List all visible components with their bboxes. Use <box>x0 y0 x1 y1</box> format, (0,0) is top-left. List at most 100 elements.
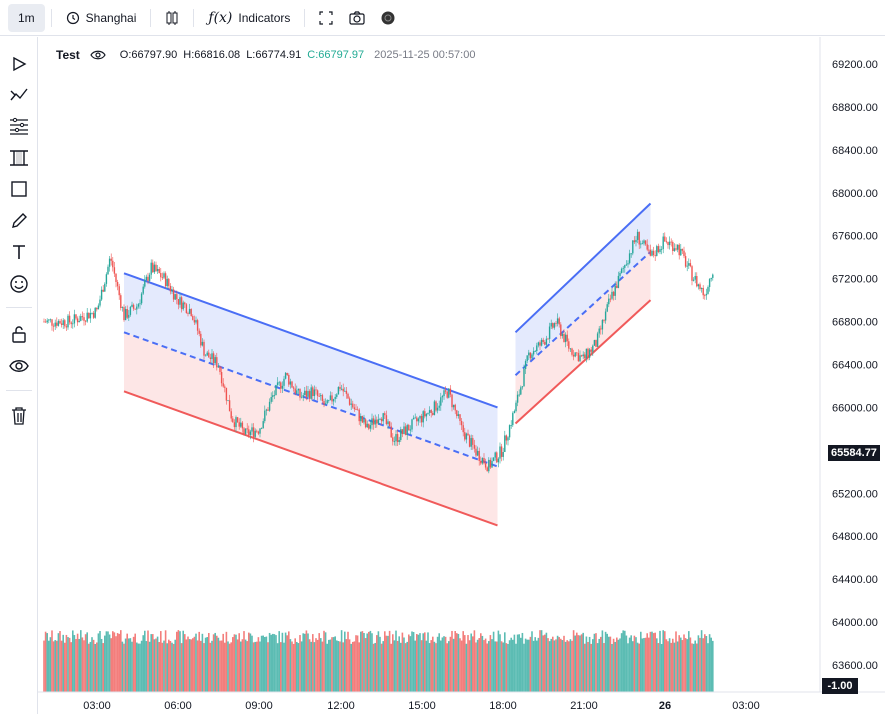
candle-body <box>312 387 314 397</box>
candle-body <box>240 422 242 427</box>
volume-bar <box>649 631 652 692</box>
cursor-icon[interactable] <box>7 52 31 76</box>
volume-bar <box>316 639 319 692</box>
indicators-button[interactable]: ƒ(x) Indicators <box>200 4 298 32</box>
candle-body <box>267 409 269 411</box>
volume-bar <box>137 643 140 692</box>
volume-bar <box>145 641 148 692</box>
volume-bar <box>102 643 104 692</box>
theme-button[interactable] <box>373 4 403 32</box>
eye-icon[interactable] <box>90 49 106 61</box>
candle-body <box>681 248 684 251</box>
volume-bar <box>283 642 285 692</box>
candle-body <box>590 349 592 352</box>
candle-body <box>334 396 336 399</box>
candle-body <box>624 265 626 268</box>
candle-body <box>401 429 404 434</box>
volume-bar <box>281 632 284 692</box>
rectangle-icon[interactable] <box>7 177 31 201</box>
candle-body <box>654 255 656 256</box>
chart-type-button[interactable] <box>157 4 187 32</box>
candle-body <box>184 302 186 305</box>
candle-body <box>521 386 524 388</box>
symbol-name[interactable]: Test <box>56 48 80 62</box>
volume-bar <box>324 632 327 692</box>
volume-bar <box>57 633 60 692</box>
text-icon[interactable] <box>7 240 31 264</box>
volume-bar <box>228 643 231 692</box>
volume-bar <box>320 638 322 692</box>
candle-body <box>644 240 647 245</box>
candle-body <box>568 341 570 349</box>
candle-body <box>243 428 245 434</box>
volume-bar <box>529 636 532 692</box>
volume-bar <box>240 641 242 692</box>
candle-body <box>193 319 196 323</box>
candles-icon <box>166 10 178 25</box>
candle-body <box>526 355 528 362</box>
candle-body <box>528 352 530 356</box>
candle-body <box>385 415 388 425</box>
volume-bar <box>584 643 586 692</box>
channel-icon[interactable] <box>7 146 31 170</box>
candle-body <box>321 395 324 401</box>
volume-bar <box>302 633 304 692</box>
candle-body <box>345 390 348 394</box>
volume-bar <box>340 630 343 692</box>
lock-icon[interactable] <box>7 322 31 346</box>
candle-body <box>60 323 63 325</box>
candle-body <box>523 369 525 387</box>
candle-body <box>680 248 682 256</box>
candle-body <box>563 333 565 342</box>
candle-body <box>512 413 514 426</box>
candle-body <box>64 320 66 327</box>
volume-bar <box>289 639 292 692</box>
fib-icon[interactable] <box>7 114 31 138</box>
volume-bar <box>593 633 596 692</box>
drawing-channels[interactable] <box>123 202 652 527</box>
volume-bar <box>156 636 159 692</box>
candle-body <box>574 352 576 357</box>
volume-bar <box>401 632 404 692</box>
channel-middle-line <box>514 251 652 376</box>
candle-body <box>150 262 152 275</box>
candle-body <box>102 289 104 292</box>
candle-body <box>120 295 122 308</box>
brush-icon[interactable] <box>7 209 31 233</box>
candle-body <box>379 418 381 420</box>
price-axis[interactable]: 69200.00 68800.00 68400.00 68000.00 67600.00… <box>832 59 878 672</box>
candle-body <box>388 421 391 427</box>
candle-body <box>572 354 575 357</box>
candle-body <box>619 272 621 276</box>
volume-bar <box>624 630 626 692</box>
volume-bar <box>200 640 202 692</box>
eye-icon[interactable] <box>7 354 31 378</box>
fullscreen-button[interactable] <box>311 4 341 32</box>
candle-body <box>307 391 309 397</box>
volume-bar <box>369 630 372 692</box>
emoji-icon[interactable] <box>7 272 31 296</box>
volume-bar <box>668 638 671 692</box>
candle-body <box>358 409 360 422</box>
channel-fill-lower <box>124 332 498 526</box>
candle-body <box>257 431 260 434</box>
candle-body <box>172 289 175 300</box>
candle-body <box>449 388 452 395</box>
trend-line-icon[interactable] <box>7 83 31 107</box>
candle-body <box>603 320 605 321</box>
candle-body <box>342 388 344 392</box>
toolbar-divider <box>150 8 152 27</box>
interval-button[interactable]: 1m <box>8 3 45 32</box>
candle-body <box>196 320 199 331</box>
candle-body <box>179 297 181 305</box>
screenshot-button[interactable] <box>341 4 373 32</box>
time-axis[interactable]: 03:00 06:00 09:00 12:00 15:00 18:00 21:00 26 03:… <box>83 700 760 712</box>
candle-body <box>128 314 130 318</box>
volume-bar <box>246 641 248 692</box>
timezone-button[interactable]: Shanghai <box>58 4 145 32</box>
trash-icon[interactable] <box>7 404 31 428</box>
volume-bar <box>424 632 426 692</box>
candle-body <box>368 423 370 429</box>
candle-body <box>139 303 141 305</box>
